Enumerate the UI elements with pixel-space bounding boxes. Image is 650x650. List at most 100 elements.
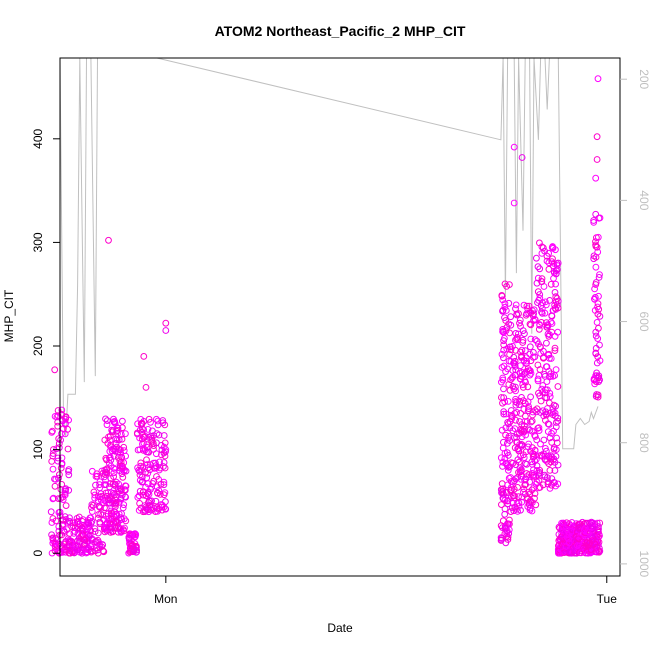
data-point xyxy=(500,408,508,416)
data-point xyxy=(547,458,555,466)
data-point xyxy=(593,133,601,141)
data-point xyxy=(594,391,602,399)
data-point xyxy=(593,369,600,377)
data-point xyxy=(549,373,557,380)
data-point xyxy=(135,492,143,500)
data-point xyxy=(509,500,517,507)
data-point xyxy=(550,444,558,452)
data-point xyxy=(513,500,521,507)
data-point xyxy=(536,239,543,247)
data-point xyxy=(548,453,556,461)
data-point xyxy=(148,483,156,491)
data-point xyxy=(592,281,600,288)
data-point xyxy=(512,416,519,424)
data-point xyxy=(162,319,170,327)
data-point xyxy=(512,387,519,395)
data-point xyxy=(106,519,113,527)
data-point xyxy=(79,516,87,523)
data-point xyxy=(132,531,140,539)
data-point xyxy=(88,536,96,544)
data-point xyxy=(62,502,70,510)
data-point xyxy=(158,446,166,454)
data-point xyxy=(95,511,102,518)
data-point xyxy=(519,384,527,391)
data-point xyxy=(563,534,571,541)
data-point xyxy=(518,394,525,401)
data-point xyxy=(533,254,540,262)
data-point xyxy=(52,476,60,483)
data-point xyxy=(140,353,148,360)
data-point xyxy=(52,517,60,525)
data-point xyxy=(88,504,95,511)
data-point xyxy=(547,372,555,380)
data-point xyxy=(596,376,603,384)
data-point xyxy=(509,342,516,350)
data-point xyxy=(500,385,507,393)
data-point xyxy=(92,473,100,480)
data-point xyxy=(507,411,515,419)
data-point xyxy=(592,328,600,336)
data-point xyxy=(158,503,166,511)
data-point xyxy=(536,265,544,273)
data-point xyxy=(526,320,534,328)
data-point xyxy=(517,410,524,417)
data-point xyxy=(58,430,65,438)
data-point xyxy=(148,497,156,505)
data-point xyxy=(534,299,541,307)
data-point xyxy=(145,499,152,506)
data-point xyxy=(120,501,128,509)
data-point xyxy=(533,279,541,287)
data-point xyxy=(558,530,566,538)
data-point xyxy=(595,525,602,533)
data-point xyxy=(515,401,523,409)
data-point xyxy=(594,393,602,401)
data-point xyxy=(156,491,164,498)
data-point xyxy=(67,540,75,548)
data-point xyxy=(552,280,559,288)
data-point xyxy=(119,504,127,512)
data-point xyxy=(56,471,63,479)
data-point xyxy=(552,366,560,374)
data-point xyxy=(535,424,543,432)
data-point xyxy=(158,451,165,459)
data-point xyxy=(497,536,505,544)
data-point xyxy=(586,519,593,527)
data-point xyxy=(101,471,109,478)
data-point xyxy=(499,485,507,493)
data-point xyxy=(596,271,603,279)
data-point xyxy=(117,514,125,521)
data-point xyxy=(520,301,528,309)
data-point xyxy=(546,297,554,304)
data-point xyxy=(533,478,541,486)
data-point xyxy=(80,541,88,549)
data-point xyxy=(554,383,562,390)
data-point xyxy=(522,481,529,488)
data-point xyxy=(594,75,602,83)
data-point xyxy=(107,489,115,497)
data-point xyxy=(546,393,554,401)
data-point xyxy=(594,233,602,241)
data-point xyxy=(87,547,95,555)
data-point xyxy=(593,532,601,540)
data-point xyxy=(506,424,514,432)
data-point xyxy=(160,491,168,499)
data-point xyxy=(64,445,72,453)
data-point xyxy=(159,417,167,424)
data-point xyxy=(56,549,63,556)
data-point xyxy=(508,486,515,494)
data-point xyxy=(511,444,519,452)
data-point xyxy=(544,330,552,338)
data-point xyxy=(596,341,603,349)
data-point xyxy=(554,480,562,488)
data-point xyxy=(145,449,153,456)
data-point-layer xyxy=(47,75,604,557)
data-point xyxy=(102,481,110,489)
data-point xyxy=(513,334,521,341)
data-point xyxy=(155,431,163,439)
data-point xyxy=(101,473,108,481)
data-point xyxy=(110,452,118,460)
data-point xyxy=(506,437,514,444)
data-point xyxy=(138,478,146,486)
data-point xyxy=(528,427,536,435)
data-point xyxy=(91,494,99,502)
